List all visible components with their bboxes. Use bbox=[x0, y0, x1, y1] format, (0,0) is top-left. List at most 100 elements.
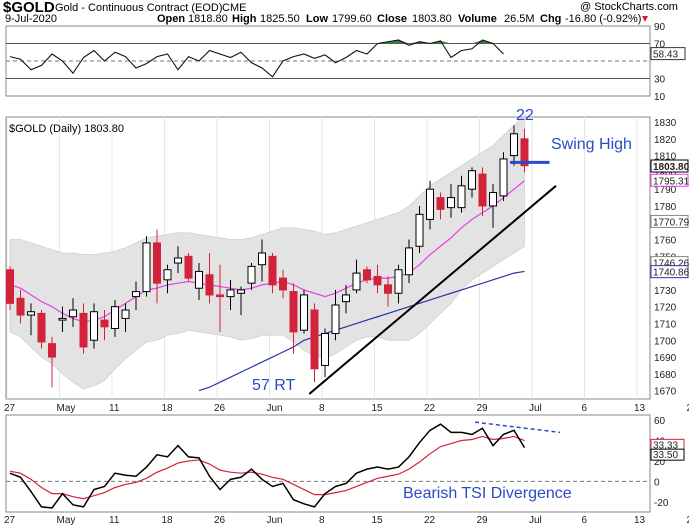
candle-body bbox=[79, 312, 88, 348]
rsi-last-value: 58.43 bbox=[653, 50, 678, 61]
tsi-tick-label: -20 bbox=[654, 498, 669, 509]
price-panel-label: $GOLD (Daily) 1803.80 bbox=[9, 123, 124, 135]
x-axis-label: 8 bbox=[319, 403, 325, 414]
tsi-panel bbox=[5, 414, 651, 513]
price-tick-label: 1710 bbox=[654, 319, 677, 330]
candle-body bbox=[405, 247, 413, 276]
price-tick-label: 1690 bbox=[654, 353, 677, 364]
candle-body bbox=[132, 291, 140, 298]
uptrend-line bbox=[308, 185, 557, 395]
candle-body bbox=[16, 297, 25, 316]
x-axis-label-bottom: 6 bbox=[582, 515, 588, 526]
tsi-tick-label: 60 bbox=[654, 416, 666, 427]
tsi-tick-label: 0 bbox=[654, 477, 660, 488]
candle-body bbox=[300, 294, 308, 331]
tsi-tick-label: 20 bbox=[654, 457, 666, 468]
rsi-tick-label: 70 bbox=[654, 40, 666, 51]
x-axis-label: 20 bbox=[687, 403, 689, 414]
price-tick-label: 1680 bbox=[654, 370, 677, 381]
x-axis-label: Jun bbox=[267, 403, 283, 414]
candle-body bbox=[58, 317, 67, 321]
candle-body bbox=[321, 333, 329, 366]
candle-body bbox=[499, 158, 508, 197]
candle-body bbox=[153, 242, 161, 284]
open-value: 1818.80 bbox=[188, 13, 228, 25]
candle-body bbox=[279, 277, 287, 291]
x-axis-label: 11 bbox=[109, 403, 120, 414]
candle-body bbox=[184, 255, 193, 279]
price-tag-value: 1740.86 bbox=[653, 268, 689, 279]
candle-body bbox=[310, 309, 319, 370]
candle-body bbox=[426, 188, 434, 220]
chg-label: Chg bbox=[540, 13, 561, 25]
watermark: @ StockCharts.com bbox=[580, 1, 678, 13]
price-tag-box bbox=[650, 214, 689, 228]
candle-body bbox=[478, 173, 487, 207]
price-tick-label: 1790 bbox=[654, 185, 677, 196]
x-axis-label: May bbox=[57, 403, 76, 414]
chg-value: -16.80 (-0.92%) bbox=[565, 13, 641, 25]
x-axis-label-bottom: 20 bbox=[687, 515, 689, 526]
close-label: Close bbox=[377, 13, 407, 25]
price-tick-label: 1760 bbox=[654, 236, 677, 247]
price-tick-label: 1700 bbox=[654, 336, 677, 347]
price-tick-label: 1720 bbox=[654, 303, 677, 314]
price-tag-value: 1770.79 bbox=[653, 217, 689, 228]
candle-body bbox=[268, 255, 277, 286]
open-label: Open bbox=[157, 13, 185, 25]
x-axis-label-bottom: May bbox=[57, 515, 76, 526]
candle-body bbox=[142, 242, 151, 293]
price-tick-label: 1730 bbox=[654, 286, 677, 297]
down-arrow-icon bbox=[642, 16, 648, 22]
candle-body bbox=[48, 343, 56, 358]
x-axis-label-bottom: Jul bbox=[529, 515, 542, 526]
price-panel bbox=[5, 116, 651, 400]
price-tick-label: 1780 bbox=[654, 202, 677, 213]
description: Gold - Continuous Contract (EOD) bbox=[55, 2, 223, 14]
candle-body bbox=[331, 304, 340, 335]
candle-body bbox=[447, 197, 455, 209]
price-tick-label: 1830 bbox=[654, 118, 677, 129]
close-value: 1803.80 bbox=[412, 13, 452, 25]
x-axis-label: 6 bbox=[582, 403, 588, 414]
x-axis-label: 13 bbox=[634, 403, 646, 414]
chart-header: $GOLD Gold - Continuous Contract (EOD) C… bbox=[3, 0, 678, 25]
divergence-line bbox=[474, 421, 561, 434]
price-tag-box bbox=[650, 159, 689, 173]
volume-value: 26.5M bbox=[504, 13, 535, 25]
tsi-line bbox=[9, 423, 526, 509]
x-axis-label: 18 bbox=[162, 403, 174, 414]
date: 9-Jul-2020 bbox=[5, 13, 57, 25]
x-axis-label-bottom: 26 bbox=[214, 515, 226, 526]
x-axis-label: 15 bbox=[372, 403, 384, 414]
price-tag-value: 1795.31 bbox=[653, 176, 689, 187]
candle-body bbox=[6, 269, 14, 304]
rsi-tick-label: 30 bbox=[654, 75, 666, 86]
candle-body bbox=[258, 252, 266, 266]
candle-body bbox=[226, 289, 235, 298]
x-axis-label-bottom: 18 bbox=[162, 515, 174, 526]
tsi-signal-value: 33.33 bbox=[653, 440, 678, 451]
tsi-last-value: 33.50 bbox=[653, 450, 678, 461]
candle-body bbox=[436, 197, 445, 210]
price-tag-value: 1803.80 bbox=[653, 162, 689, 173]
annotation-divergence: Bearish TSI Divergence bbox=[403, 485, 572, 502]
tsi-signal-line bbox=[9, 435, 525, 500]
rsi-tick-label: 10 bbox=[654, 92, 666, 103]
x-axis-label-bottom: 11 bbox=[109, 515, 120, 526]
tsi-layer: Bearish TSI Divergence6040200-2033.3333.… bbox=[6, 416, 685, 509]
candle-body bbox=[394, 269, 403, 294]
x-axis-label-bottom: 8 bbox=[319, 515, 325, 526]
candle-body bbox=[489, 192, 497, 207]
x-axis-label: 22 bbox=[424, 403, 436, 414]
price-tag-box bbox=[650, 265, 689, 279]
x-axis-label: 27 bbox=[4, 403, 16, 414]
symbol: $GOLD bbox=[3, 0, 55, 16]
candle-body bbox=[520, 138, 529, 167]
candle-body bbox=[205, 274, 214, 296]
low-value: 1799.60 bbox=[332, 13, 372, 25]
price-tick-label: 1810 bbox=[654, 152, 677, 163]
x-axis-label-bottom: 29 bbox=[477, 515, 489, 526]
rsi-line bbox=[9, 39, 504, 78]
